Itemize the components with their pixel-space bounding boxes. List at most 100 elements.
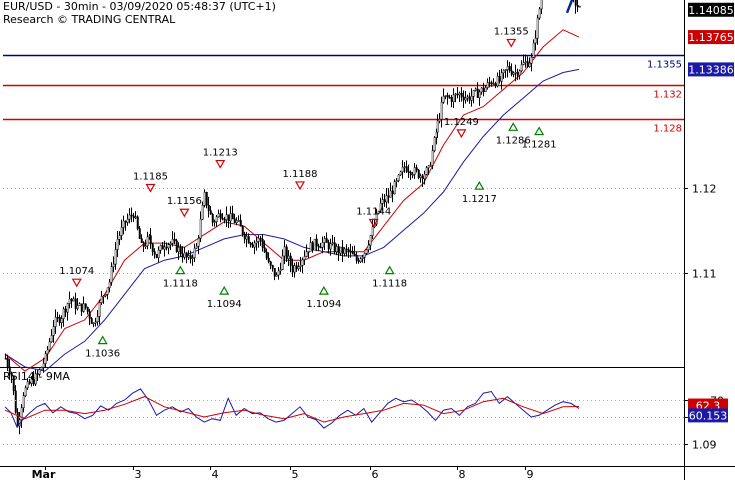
candle-body — [275, 274, 278, 277]
swing-low-marker — [534, 126, 545, 136]
time-tick-label: 4 — [212, 468, 219, 480]
candle-body — [223, 219, 226, 221]
price-badge-last — [688, 2, 734, 17]
candle-body — [476, 88, 479, 98]
candle-body — [526, 61, 529, 67]
swing-high-marker — [71, 278, 82, 288]
candle-body — [104, 294, 107, 297]
candle-body — [138, 228, 141, 239]
candle-body — [50, 335, 53, 343]
price-badge-ma_slow — [688, 62, 734, 77]
candle-body — [140, 238, 143, 243]
candle-body — [209, 210, 212, 215]
swing-high-label: 1.1185 — [133, 171, 168, 182]
candle-body — [46, 349, 49, 354]
time-tick-label: 5 — [292, 468, 299, 480]
candle-body — [419, 175, 422, 178]
candle-body — [401, 166, 404, 173]
candle-body — [429, 165, 432, 167]
candle-body — [261, 238, 264, 249]
candle-body — [371, 226, 374, 236]
candle-body — [255, 241, 258, 244]
candle-body — [488, 82, 491, 84]
candle-body — [112, 263, 115, 267]
candle-body — [124, 220, 127, 223]
candle-body — [409, 171, 412, 175]
candle-body — [413, 167, 416, 175]
candle-body — [213, 221, 216, 223]
candle-body — [490, 82, 493, 84]
swing-high-marker — [179, 208, 190, 218]
candle-body — [363, 253, 366, 258]
candle-body — [175, 240, 178, 252]
candle-body — [4, 358, 7, 360]
candle-body — [229, 213, 232, 222]
candle-body — [421, 175, 424, 180]
swing-high-marker — [368, 218, 379, 228]
candle-body — [82, 303, 85, 312]
candle-body — [470, 96, 473, 101]
swing-high-marker — [294, 181, 306, 191]
swing-low-label: 1.1217 — [462, 194, 497, 205]
candle-body — [263, 247, 266, 253]
price-tick-label: 1.12 — [692, 183, 717, 196]
candle-body — [452, 94, 455, 103]
swing-high-label: 1.1249 — [444, 117, 479, 128]
candle-body — [277, 270, 280, 276]
swing-low-label: 1.1094 — [306, 299, 341, 310]
swing-low-marker — [97, 335, 108, 345]
candle-body — [201, 205, 204, 220]
candle-body — [484, 87, 487, 92]
candle-body — [303, 256, 306, 260]
candle-body — [361, 256, 364, 259]
candle-body — [391, 190, 394, 195]
candle-body — [271, 265, 274, 269]
rsi-title: RSI14 - 9MA — [3, 370, 70, 383]
candle-body — [351, 250, 354, 255]
candle-body — [169, 242, 172, 245]
candle-body — [417, 169, 420, 178]
candle-body — [26, 381, 29, 389]
candle-body — [58, 317, 61, 323]
candle-body — [269, 261, 272, 266]
candle-body — [496, 76, 499, 87]
candle-body — [84, 303, 87, 308]
candle-body — [243, 233, 246, 240]
candle-body — [381, 199, 384, 204]
candle-body — [405, 166, 408, 172]
candle-body — [110, 266, 113, 283]
candle-body — [299, 265, 302, 267]
swing-low-label: 1.1286 — [496, 135, 531, 146]
candle-body — [16, 411, 19, 427]
swing-high-label: 1.1213 — [203, 148, 238, 159]
candle-body — [70, 298, 73, 302]
candle-body — [249, 242, 252, 245]
candle-body — [161, 245, 164, 250]
candle-body — [74, 298, 77, 309]
candle-body — [506, 66, 509, 70]
candle-body — [482, 87, 485, 92]
candle-body — [440, 101, 443, 120]
swing-low-label: 1.1036 — [85, 349, 120, 360]
candle-body — [64, 308, 67, 313]
candle-body — [375, 213, 378, 225]
candle-body — [530, 57, 533, 64]
candle-body — [98, 302, 101, 317]
candle-body — [335, 246, 338, 253]
candle-body — [207, 204, 210, 211]
candle-body — [516, 72, 519, 76]
candle-body — [393, 181, 396, 195]
candle-body — [379, 203, 382, 212]
candle-body — [307, 250, 310, 253]
candle-body — [56, 317, 59, 319]
candle-body — [30, 378, 33, 384]
candle-body — [323, 238, 326, 243]
candle-body — [321, 242, 324, 248]
candle-body — [486, 82, 489, 88]
candle-body — [524, 61, 527, 63]
candle-body — [528, 62, 531, 67]
swing-high-marker — [456, 129, 467, 139]
candle-body — [297, 266, 300, 269]
candle-body — [199, 218, 202, 239]
price-badge-label-ma_fast: 1.13765 — [688, 31, 734, 44]
